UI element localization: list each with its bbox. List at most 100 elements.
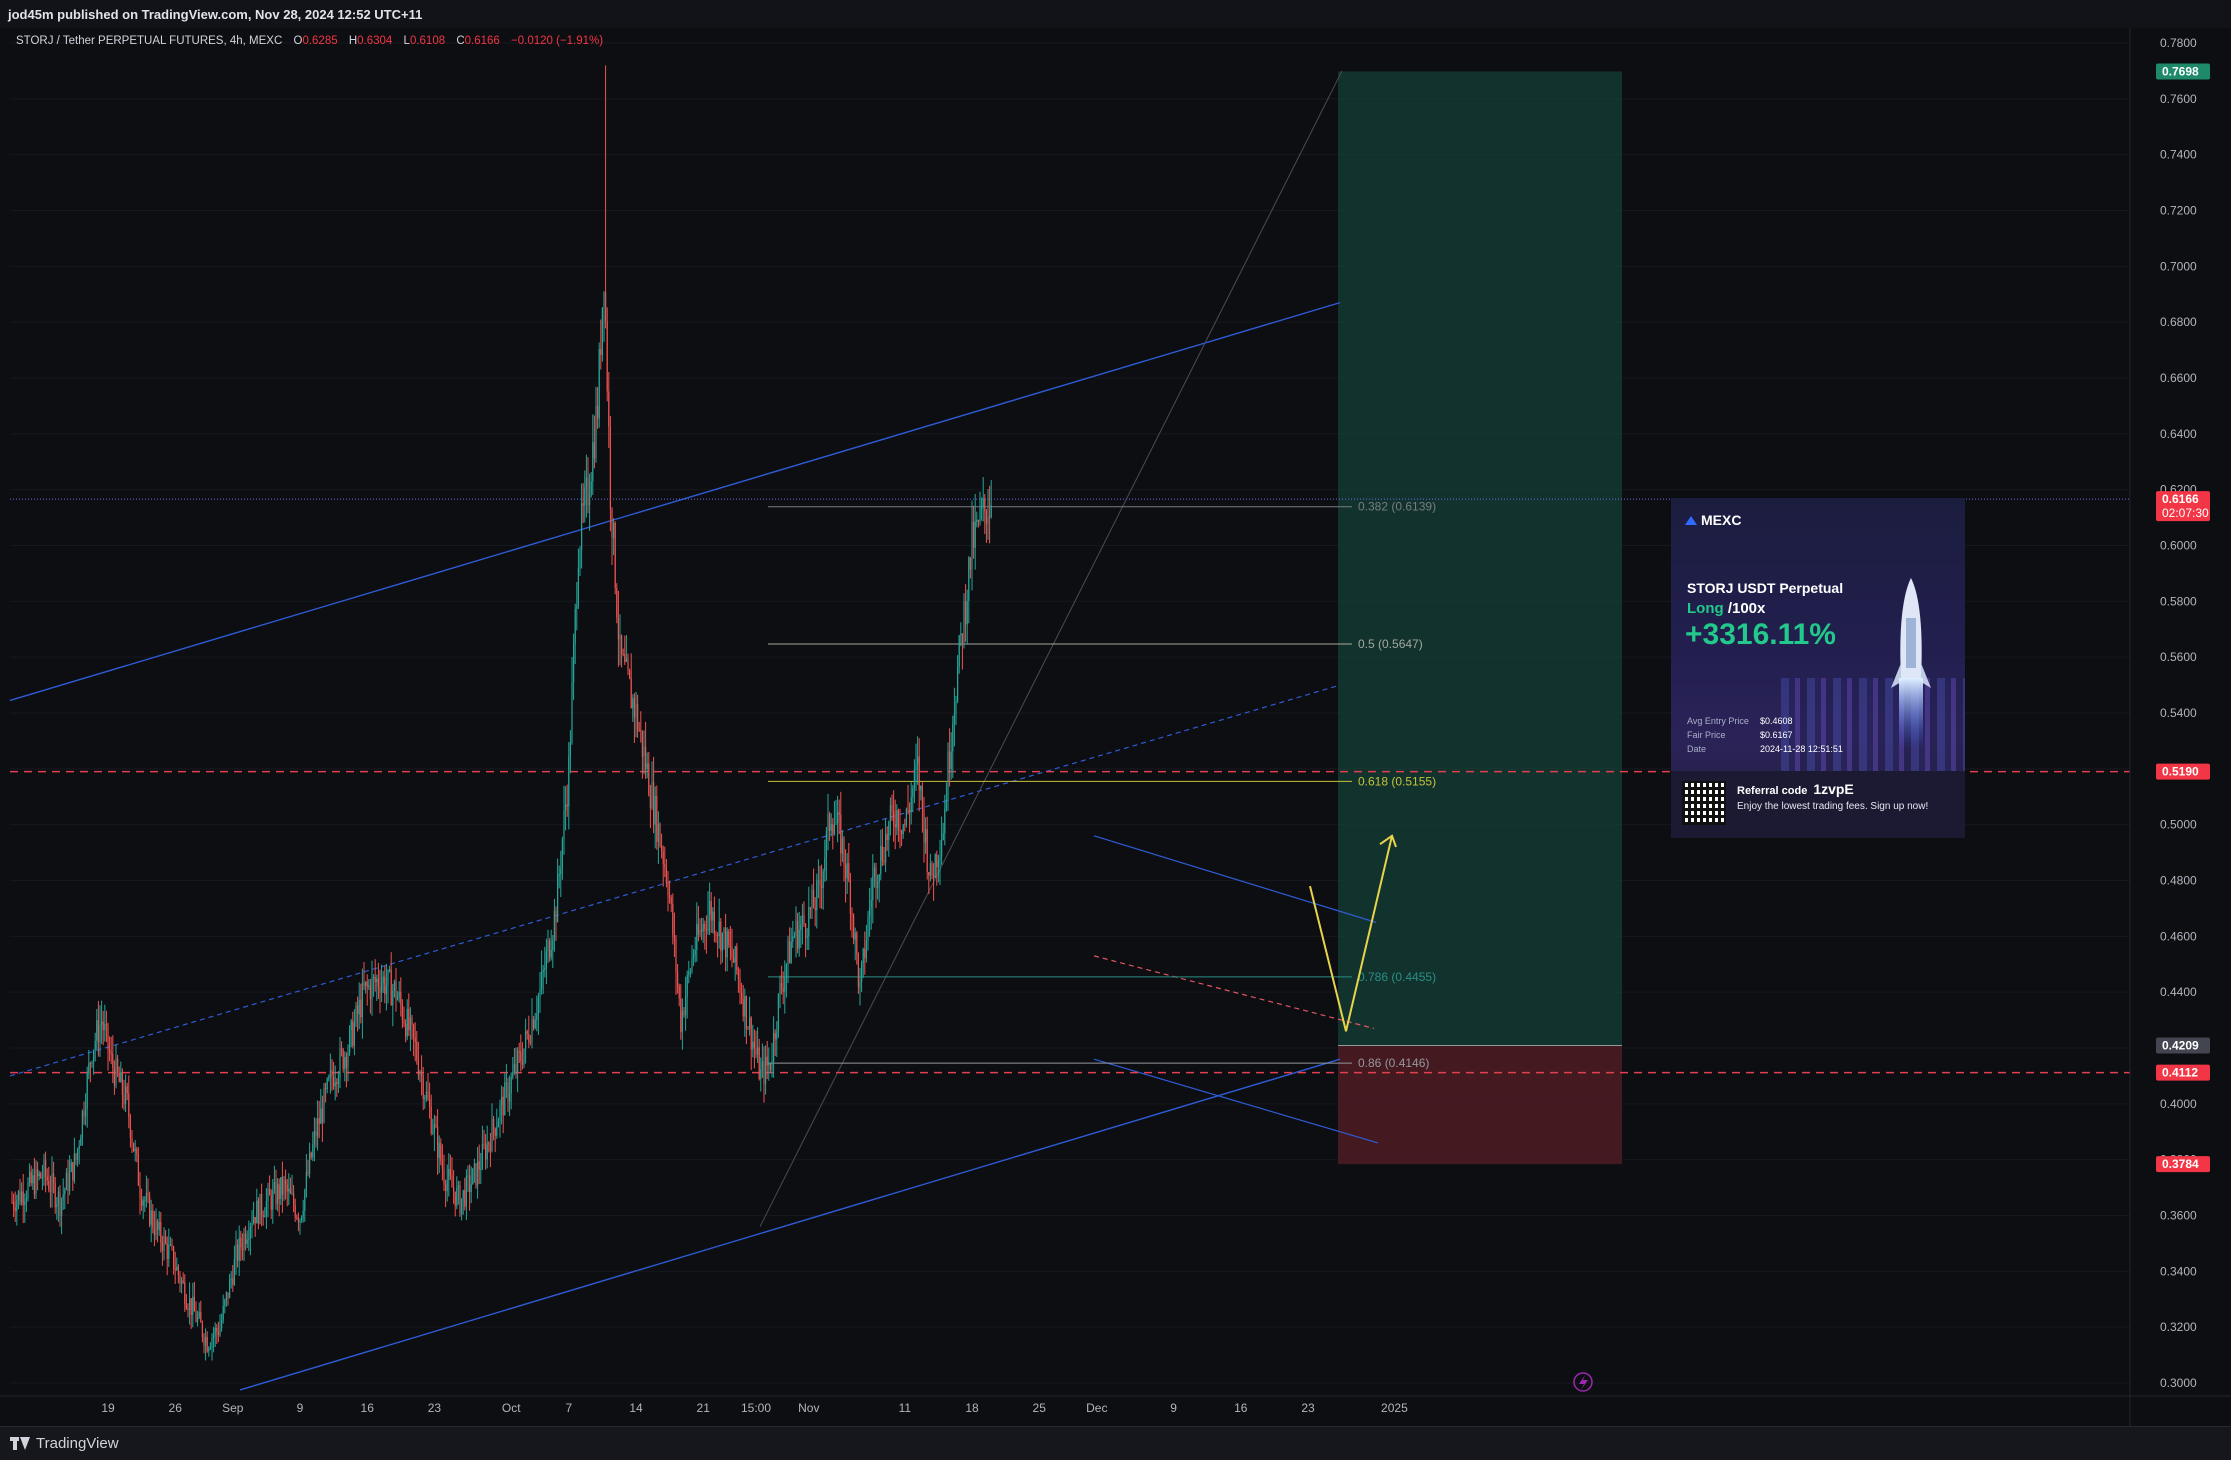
candle-body <box>944 808 946 834</box>
candle-body <box>189 1298 191 1311</box>
candle-body <box>649 796 651 808</box>
wedge-bottom-line[interactable] <box>1093 1058 1379 1144</box>
candle-body <box>505 1082 507 1084</box>
candle-body <box>358 999 360 1015</box>
tradingview-logo[interactable]: TradingView <box>10 1435 119 1452</box>
candle-body <box>829 814 831 831</box>
price-tick-label: 0.4000 <box>2160 1097 2197 1111</box>
time-axis[interactable]: 19 26 Sep 9 16 23 Oct 7 14 21 15:00 Nov 11 18 25 Dec 9 16… <box>0 1395 2231 1415</box>
candle-body <box>345 1057 347 1068</box>
candle-body <box>25 1198 27 1202</box>
candle-body <box>352 1020 354 1047</box>
candle-body <box>741 993 743 999</box>
fib-anchor-line[interactable] <box>759 70 1343 1227</box>
candle-body <box>598 348 600 419</box>
candle-body <box>411 1017 413 1025</box>
candle-body <box>278 1184 280 1200</box>
candle-body <box>725 928 727 958</box>
candle-body <box>640 730 642 732</box>
time-tick-label: 14 <box>629 1401 643 1415</box>
referral-code: Referral code 1zvpE <box>1737 781 1854 797</box>
candle-body <box>957 666 959 702</box>
candle-body <box>475 1163 477 1186</box>
candle-body <box>728 931 730 946</box>
candle-body <box>214 1328 216 1336</box>
candle-body <box>441 1160 443 1169</box>
candle-body <box>121 1072 123 1095</box>
candle-body <box>552 939 554 951</box>
loss-zone[interactable] <box>1338 1045 1622 1165</box>
candle-body <box>350 1020 352 1030</box>
annotations[interactable] <box>1309 834 1397 1032</box>
candle-body <box>181 1280 183 1284</box>
card-pair: STORJ USDT Perpetual <box>1687 580 1844 596</box>
candle-body <box>571 682 573 743</box>
candle-body <box>958 635 960 667</box>
candle-body <box>987 516 989 524</box>
candle-body <box>787 941 789 966</box>
candle-body <box>963 601 965 645</box>
chart-area[interactable]: 0.382 (0.6139) 0.5 (0.5647) 0.618 (0.5155)… <box>0 28 2231 1426</box>
candle-body <box>198 1312 200 1317</box>
candle-body <box>349 1029 351 1053</box>
candle-body <box>470 1184 472 1193</box>
candle-body <box>398 992 400 998</box>
lower-channel-line[interactable] <box>239 1058 1341 1391</box>
candle-body <box>177 1266 179 1276</box>
candle-body <box>453 1187 455 1192</box>
card-date: Date 2024-11-28 12:51:51 <box>1687 744 1843 754</box>
long-position-tool[interactable] <box>1338 71 1622 1165</box>
candle-body <box>897 810 899 831</box>
dashed-trend-line[interactable] <box>1093 955 1375 1030</box>
projection-arrow[interactable] <box>1309 835 1393 1032</box>
wedge-top-line[interactable] <box>1093 835 1377 923</box>
candle-body <box>720 921 722 951</box>
candle-body <box>785 965 787 977</box>
candle-body <box>894 824 896 828</box>
candle-body <box>289 1188 291 1194</box>
candle-body <box>841 837 843 854</box>
candle-body <box>64 1189 66 1195</box>
price-tick-label: 0.3000 <box>2160 1376 2197 1390</box>
candle-body <box>467 1175 469 1177</box>
fib-level-label: 0.382 (0.6139) <box>1358 500 1436 514</box>
profit-zone[interactable] <box>1338 71 1622 1046</box>
candle-body <box>344 1057 346 1069</box>
candle-body <box>16 1199 18 1212</box>
candle-body <box>613 522 615 539</box>
candle-body <box>657 823 659 842</box>
candle-body <box>867 916 869 941</box>
lightning-icon[interactable] <box>1573 1372 1593 1392</box>
candle-body <box>813 889 815 908</box>
candle-body <box>389 969 391 971</box>
price-label-value: 0.4209 <box>2162 1038 2199 1052</box>
price-tick-label: 0.5600 <box>2160 650 2197 664</box>
candle-body <box>272 1189 274 1210</box>
candle-body <box>723 928 725 934</box>
price-label-tag <box>2156 1156 2210 1173</box>
candle-body <box>862 948 864 964</box>
candle-body <box>517 1051 519 1073</box>
trend-drawings[interactable]: 0.382 (0.6139) 0.5 (0.5647) 0.618 (0.5155)… <box>9 70 2130 1391</box>
mid-channel-line[interactable] <box>9 684 1341 1077</box>
candle-body <box>125 1086 127 1105</box>
candle-body <box>979 508 981 522</box>
candle-body <box>504 1082 506 1116</box>
price-tick-label: 0.3400 <box>2160 1264 2197 1278</box>
candle-body <box>315 1131 317 1137</box>
candle-body <box>217 1331 219 1336</box>
candle-body <box>661 846 663 852</box>
price-tick-label: 0.7600 <box>2160 92 2197 106</box>
candle-body <box>779 983 781 995</box>
candle-body <box>622 654 624 656</box>
candle-body <box>299 1220 301 1223</box>
candle-body <box>589 495 591 506</box>
time-tick-label: 9 <box>297 1401 304 1415</box>
candle-body <box>85 1108 87 1117</box>
price-axis[interactable]: 0.7800 0.7600 0.7400 0.7200 0.7000 0.6800 0.66… <box>2129 28 2231 1426</box>
candle-body <box>750 1017 752 1050</box>
upper-channel-line[interactable] <box>9 301 1341 702</box>
candle-body <box>773 1033 775 1062</box>
candle-body <box>70 1162 72 1172</box>
candle-body <box>560 868 562 875</box>
